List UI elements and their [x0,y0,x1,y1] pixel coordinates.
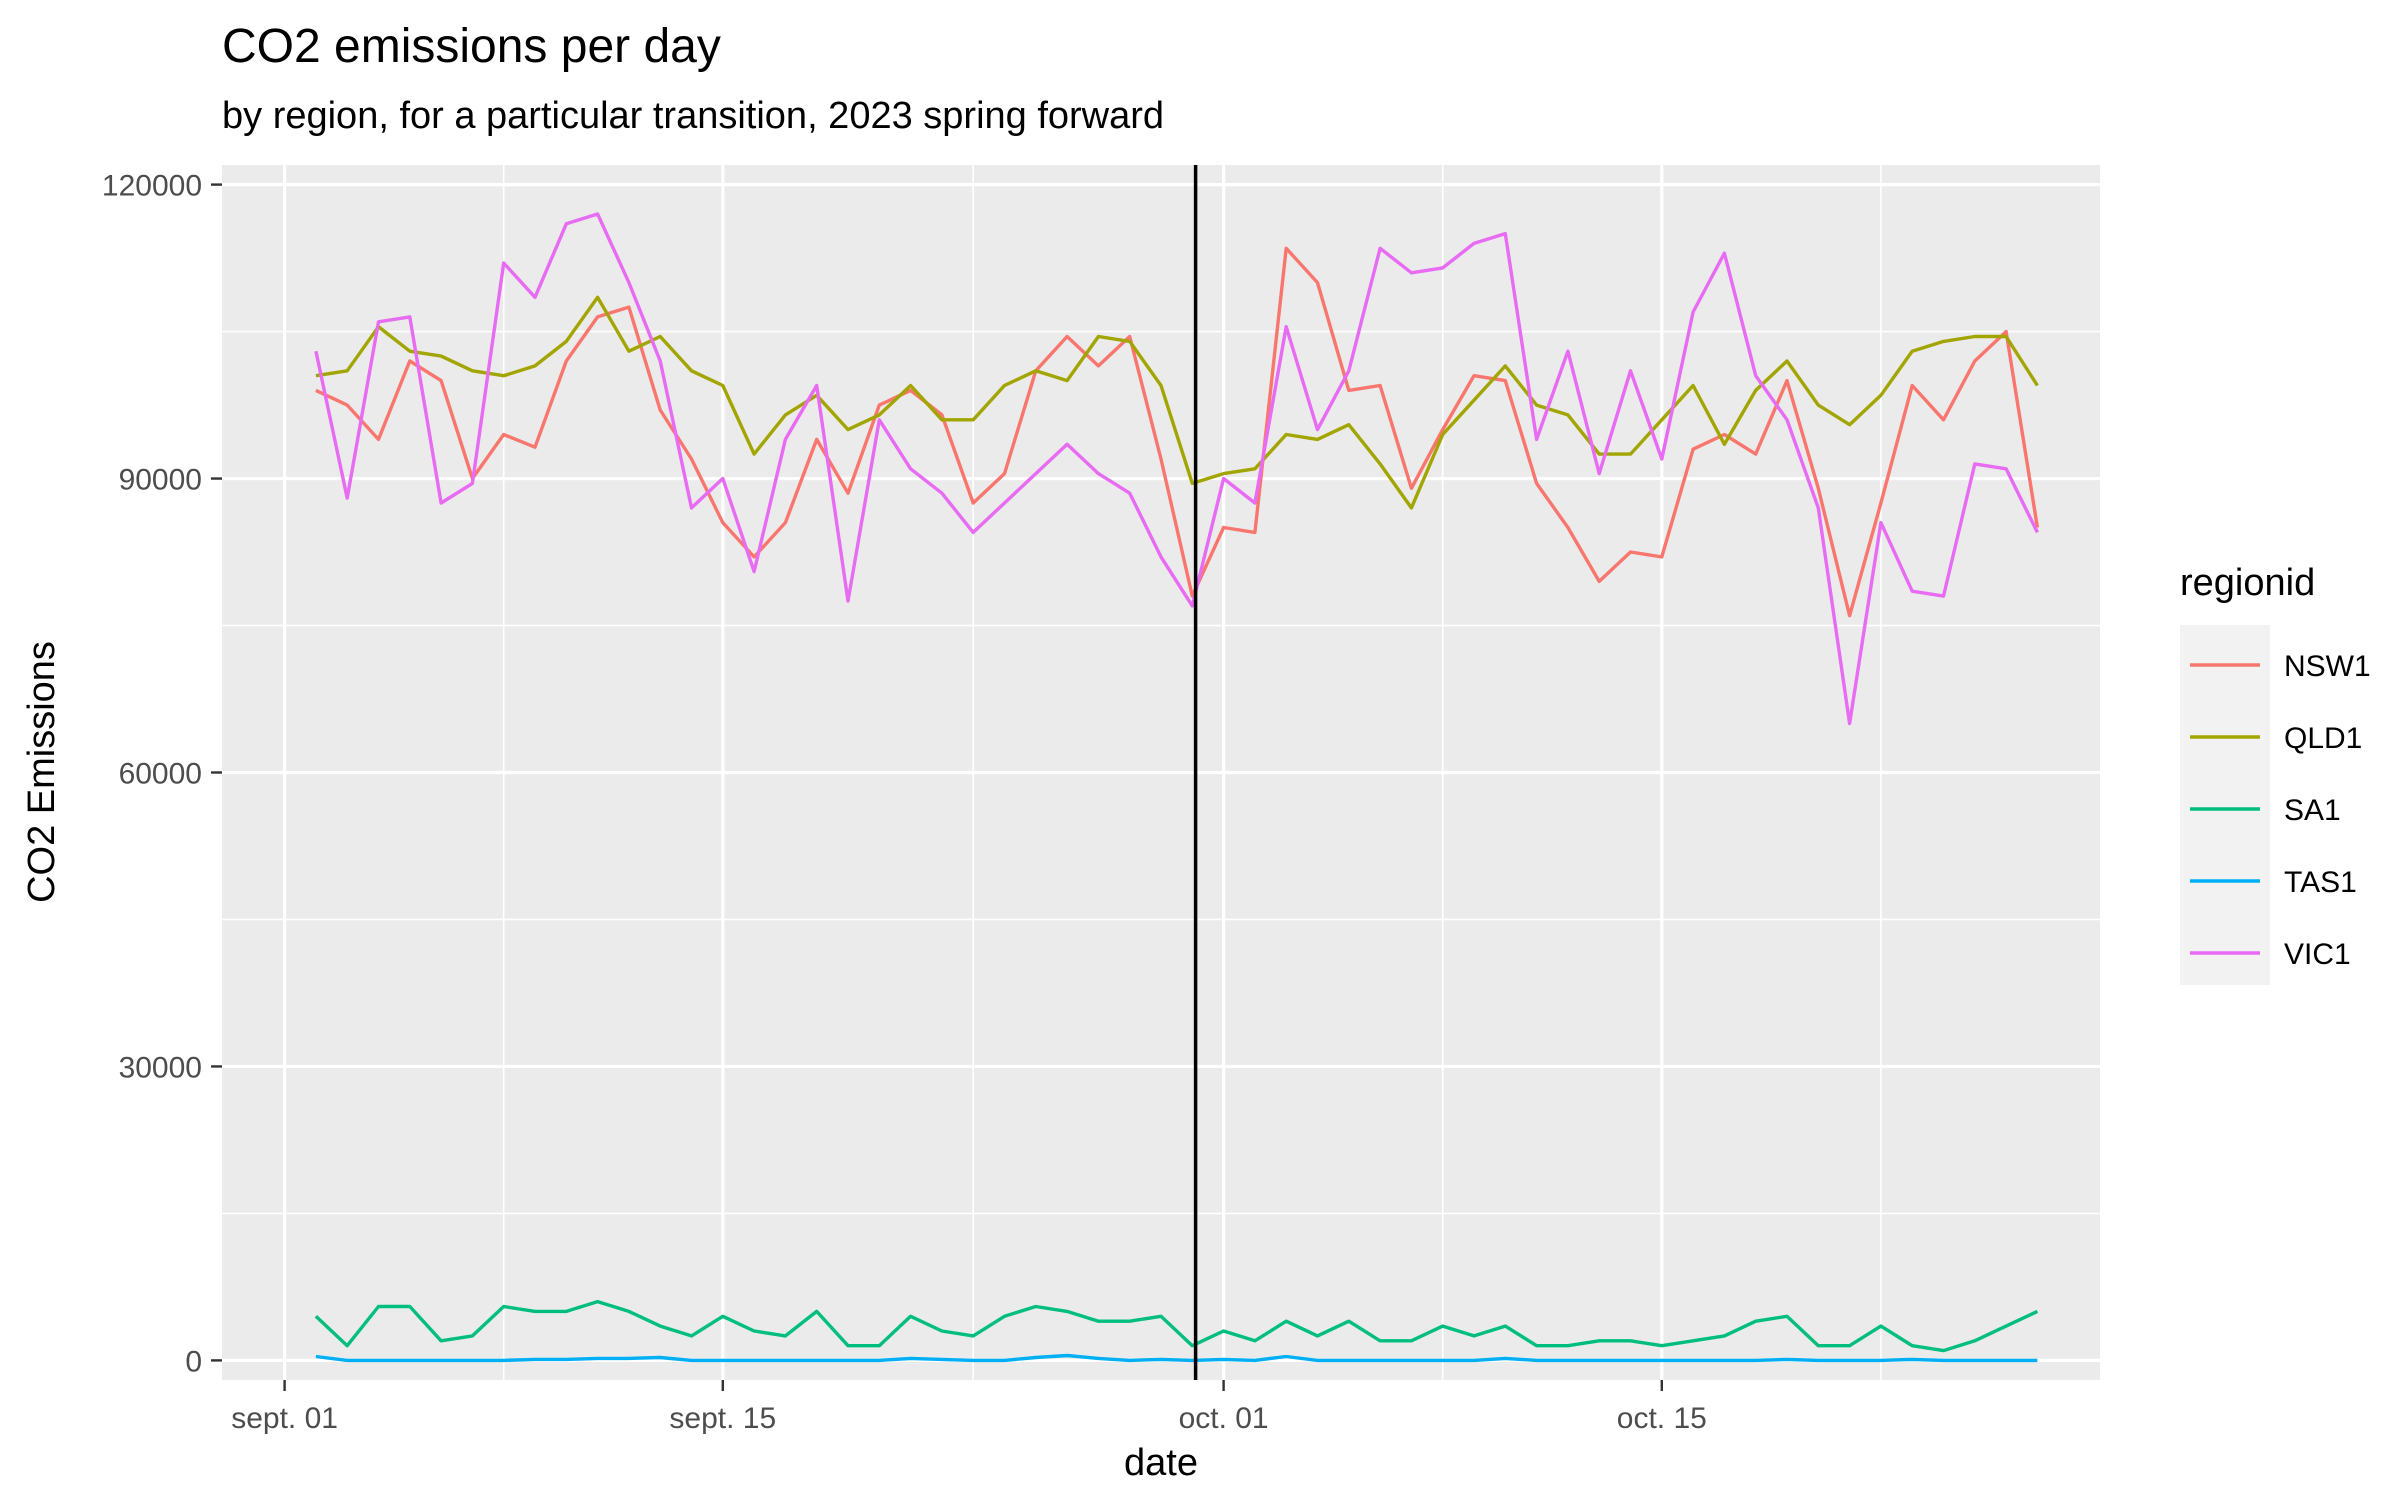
chart-subtitle: by region, for a particular transition, … [222,95,1164,137]
x-axis: sept. 01 sept. 15 oct. 01 oct. 15 [231,1380,1707,1435]
series-line-tas1 [315,1353,2038,1363]
legend-items: NSW1 QLD1 SA1 TAS1 VIC1 [2180,625,2371,985]
series-line-vic1 [314,212,2039,726]
legend-key-background [2180,625,2270,985]
legend-label-qld1: QLD1 [2284,722,2362,755]
x-tick-label: oct. 15 [1617,1402,1707,1435]
y-axis-title: CO2 Emissions [21,641,63,903]
y-tick-label: 90000 [119,464,202,497]
chart-title: CO2 emissions per day [222,20,721,73]
series-line-sa1 [314,1299,2039,1353]
legend-label-vic1: VIC1 [2284,938,2351,971]
legend-title: regionid [2180,562,2315,604]
x-tick-label: oct. 01 [1179,1402,1269,1435]
x-tick-label: sept. 01 [231,1402,338,1435]
y-tick-label: 60000 [119,758,202,791]
y-tick-label: 0 [185,1345,202,1378]
series-lines [314,212,2040,1363]
legend-label-nsw1: NSW1 [2284,650,2371,683]
legend-label-sa1: SA1 [2284,794,2341,827]
x-axis-title: date [1124,1442,1198,1484]
y-axis: 0 30000 60000 90000 120000 [102,170,222,1378]
y-tick-label: 120000 [102,170,202,203]
x-tick-label: sept. 15 [669,1402,776,1435]
series-line-nsw1 [315,246,2040,618]
legend: regionid NSW1 QLD1 SA1 TAS1 VIC1 [2180,562,2371,985]
y-tick-label: 30000 [119,1051,202,1084]
series-line-qld1 [315,295,2039,510]
legend-label-tas1: TAS1 [2284,866,2357,899]
